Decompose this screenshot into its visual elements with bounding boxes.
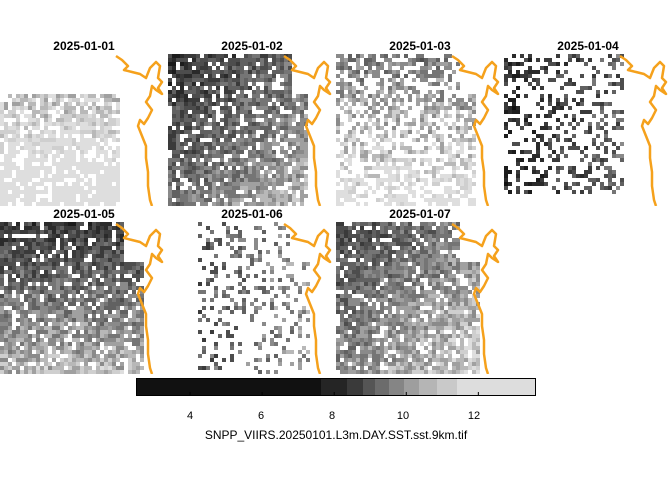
coastline (115, 54, 164, 206)
map-panel-4 (504, 54, 672, 206)
map-panel-3 (336, 54, 504, 206)
coastline (283, 54, 332, 206)
sst-raster-4 (504, 54, 668, 206)
color-scale-band (457, 378, 536, 396)
panel-title-5: 2025-01-05 (53, 207, 115, 221)
coastline (619, 54, 668, 206)
sst-cells (0, 222, 144, 374)
panel-title-6: 2025-01-06 (221, 207, 283, 221)
sst-raster-7 (336, 222, 500, 374)
legend-tick-label: 10 (396, 410, 410, 422)
color-scale-frame (136, 378, 536, 396)
sst-raster-6 (198, 222, 332, 374)
legend-tick-label: 8 (328, 410, 336, 422)
sst-cells (198, 222, 310, 374)
map-panel-7 (336, 222, 504, 374)
color-scale-band (419, 378, 437, 396)
panel-title-7: 2025-01-07 (389, 207, 451, 221)
sst-raster-2 (168, 54, 332, 206)
panel-title-2: 2025-01-02 (221, 39, 283, 53)
map-panel-6 (168, 222, 336, 374)
sst-raster-5 (0, 222, 164, 374)
coastline (283, 222, 332, 374)
sst-raster-3 (336, 54, 500, 206)
panel-title-4: 2025-01-04 (557, 39, 619, 53)
sst-raster-1 (0, 54, 164, 206)
legend-tick-label: 4 (186, 410, 194, 422)
legend-caption: SNPP_VIIRS.20250101.L3m.DAY.SST.sst.9km.… (204, 428, 468, 442)
legend-tick-label: 12 (467, 410, 481, 422)
color-scale-band (321, 378, 347, 396)
color-scale-band (136, 378, 321, 396)
map-panel-5 (0, 222, 168, 374)
color-scale-bar (136, 378, 536, 396)
sst-cells (0, 94, 120, 206)
legend-tick-label: 6 (257, 410, 265, 422)
sst-cells (168, 54, 308, 206)
color-scale-band (437, 378, 457, 396)
coastline (451, 222, 500, 374)
panel-title-3: 2025-01-03 (389, 39, 451, 53)
color-scale-band (375, 378, 389, 396)
coastline (451, 54, 500, 206)
color-scale-band (347, 378, 363, 396)
coastline (115, 222, 164, 374)
map-panel-1 (0, 54, 168, 206)
color-scale-band (404, 378, 419, 396)
color-scale-band (389, 378, 404, 396)
color-scale-band (363, 378, 375, 396)
map-panel-2 (168, 54, 336, 206)
sst-cells (504, 54, 624, 194)
sst-cells (336, 222, 480, 374)
panel-title-1: 2025-01-01 (53, 39, 115, 53)
sst-cells (336, 54, 476, 206)
